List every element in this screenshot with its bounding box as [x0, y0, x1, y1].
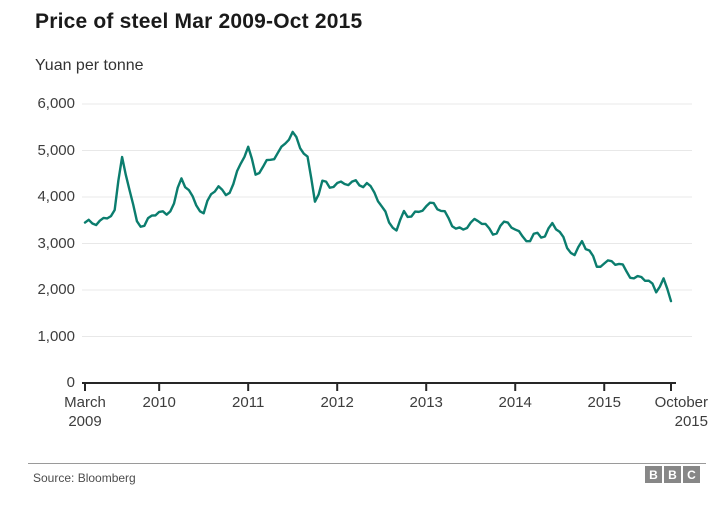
x-tick-label-2012: 2012	[320, 394, 354, 411]
y-tick-label-2000: 2,000	[37, 281, 75, 298]
bbc-logo-letter-b1: B	[645, 466, 662, 483]
source-label: Source: Bloomberg	[33, 471, 136, 485]
y-tick-label-5000: 5,000	[37, 141, 75, 159]
x-tick-label-2015: 2015	[587, 394, 621, 411]
y-tick-label-6000: 6,000	[37, 95, 75, 112]
bbc-logo-letter-c: C	[683, 466, 700, 483]
plot-area	[82, 103, 692, 391]
y-tick-label-3000: 3,000	[37, 234, 75, 252]
x-tick-label-october-2015: October 2015	[654, 394, 708, 430]
x-tick-label-2011: 2011	[232, 394, 265, 411]
y-tick-label-0: 0	[66, 374, 75, 391]
bbc-logo: B B C	[645, 466, 700, 483]
chart-subtitle: Yuan per tonne	[35, 57, 144, 74]
x-tick-label-2014: 2014	[498, 394, 532, 411]
y-tick-label-1000: 1,000	[37, 327, 75, 345]
chart-title: Price of steel Mar 2009-Oct 2015	[35, 10, 363, 33]
x-tick-label-2010: 2010	[142, 394, 176, 411]
x-tick-label-march-2009: March 2009	[64, 394, 106, 430]
x-tick-label-2013: 2013	[409, 394, 443, 411]
y-tick-label-4000: 4,000	[37, 188, 75, 205]
footer-divider	[28, 463, 706, 464]
bbc-logo-letter-b2: B	[664, 466, 681, 483]
price-line	[83, 130, 673, 303]
